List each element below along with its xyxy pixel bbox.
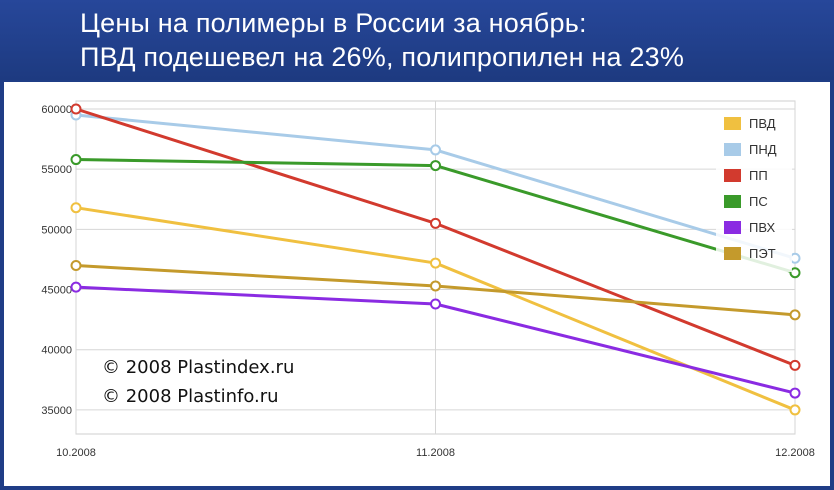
- legend-label: ПВД: [749, 116, 776, 131]
- legend-swatch: [724, 195, 741, 208]
- legend-swatch: [724, 221, 741, 234]
- data-point: [430, 160, 441, 172]
- data-point: [70, 281, 82, 293]
- chart-title-line-1: Цены на полимеры в России за ноябрь:: [80, 8, 587, 38]
- legend: ПВД ПНД ПП ПС ПВХ ПЭТ: [716, 112, 792, 272]
- x-axis-ticks: 10.2008 11.2008 12.2008: [56, 447, 815, 459]
- data-point: [789, 404, 801, 416]
- legend-label: ПП: [749, 168, 768, 183]
- y-tick-label: 40000: [41, 345, 72, 357]
- copyright-plastinfo: © 2008 Plastinfo.ru: [102, 386, 279, 407]
- legend-item-пп: ПП: [724, 168, 768, 183]
- copyright-plastindex: © 2008 Plastindex.ru: [102, 357, 294, 378]
- copyright-notes: © 2008 Plastindex.ru © 2008 Plastinfo.ru: [102, 357, 294, 407]
- series-пвд: [70, 202, 801, 416]
- x-tick-label: 10.2008: [56, 447, 96, 459]
- series-пс: [70, 154, 801, 279]
- y-axis-ticks: 35000 40000 45000 50000 55000 60000: [41, 104, 72, 417]
- y-tick-label: 35000: [41, 405, 72, 417]
- legend-swatch: [724, 247, 741, 260]
- x-tick-label: 12.2008: [775, 447, 815, 459]
- legend-label: ПС: [749, 194, 768, 209]
- chart-panel: 35000 40000 45000 50000 55000 60000 10.2008 11…: [4, 82, 830, 486]
- legend-swatch: [724, 117, 741, 130]
- data-point: [70, 154, 82, 166]
- legend-label: ПНД: [749, 142, 777, 157]
- x-tick-label: 11.2008: [416, 447, 455, 459]
- data-point: [789, 309, 801, 321]
- series-пп: [70, 103, 801, 371]
- data-point: [70, 202, 82, 214]
- legend-item-пэт: ПЭТ: [724, 246, 776, 261]
- legend-item-пнд: ПНД: [724, 142, 777, 157]
- data-point: [430, 257, 441, 269]
- legend-item-пс: ПС: [724, 194, 768, 209]
- chart-title-line-2: ПВД подешевел на 26%, полипропилен на 23…: [80, 42, 685, 72]
- y-tick-label: 55000: [41, 164, 72, 176]
- y-tick-label: 45000: [41, 285, 72, 297]
- data-point: [430, 144, 441, 156]
- grid-lines: [75, 100, 796, 435]
- legend-swatch: [724, 143, 741, 156]
- data-point: [430, 280, 441, 292]
- legend-background: [716, 112, 792, 272]
- legend-label: ПЭТ: [749, 246, 776, 261]
- data-point: [70, 259, 82, 271]
- data-point: [789, 387, 801, 399]
- y-tick-label: 60000: [41, 104, 72, 116]
- data-point: [430, 217, 441, 229]
- series-пвх: [70, 281, 801, 399]
- line-chart: 35000 40000 45000 50000 55000 60000 10.2008 11…: [41, 100, 815, 459]
- series-пэт: [70, 259, 801, 321]
- legend-swatch: [724, 169, 741, 182]
- data-point: [430, 298, 441, 310]
- data-point: [789, 267, 801, 279]
- data-point: [70, 103, 82, 115]
- data-point: [789, 359, 801, 371]
- legend-item-пвх: ПВХ: [724, 220, 775, 235]
- title-banner: Цены на полимеры в России за ноябрь: ПВД…: [0, 0, 834, 80]
- legend-item-пвд: ПВД: [724, 116, 776, 131]
- legend-label: ПВХ: [749, 220, 775, 235]
- y-tick-label: 50000: [41, 224, 72, 236]
- series-lines: [70, 103, 801, 416]
